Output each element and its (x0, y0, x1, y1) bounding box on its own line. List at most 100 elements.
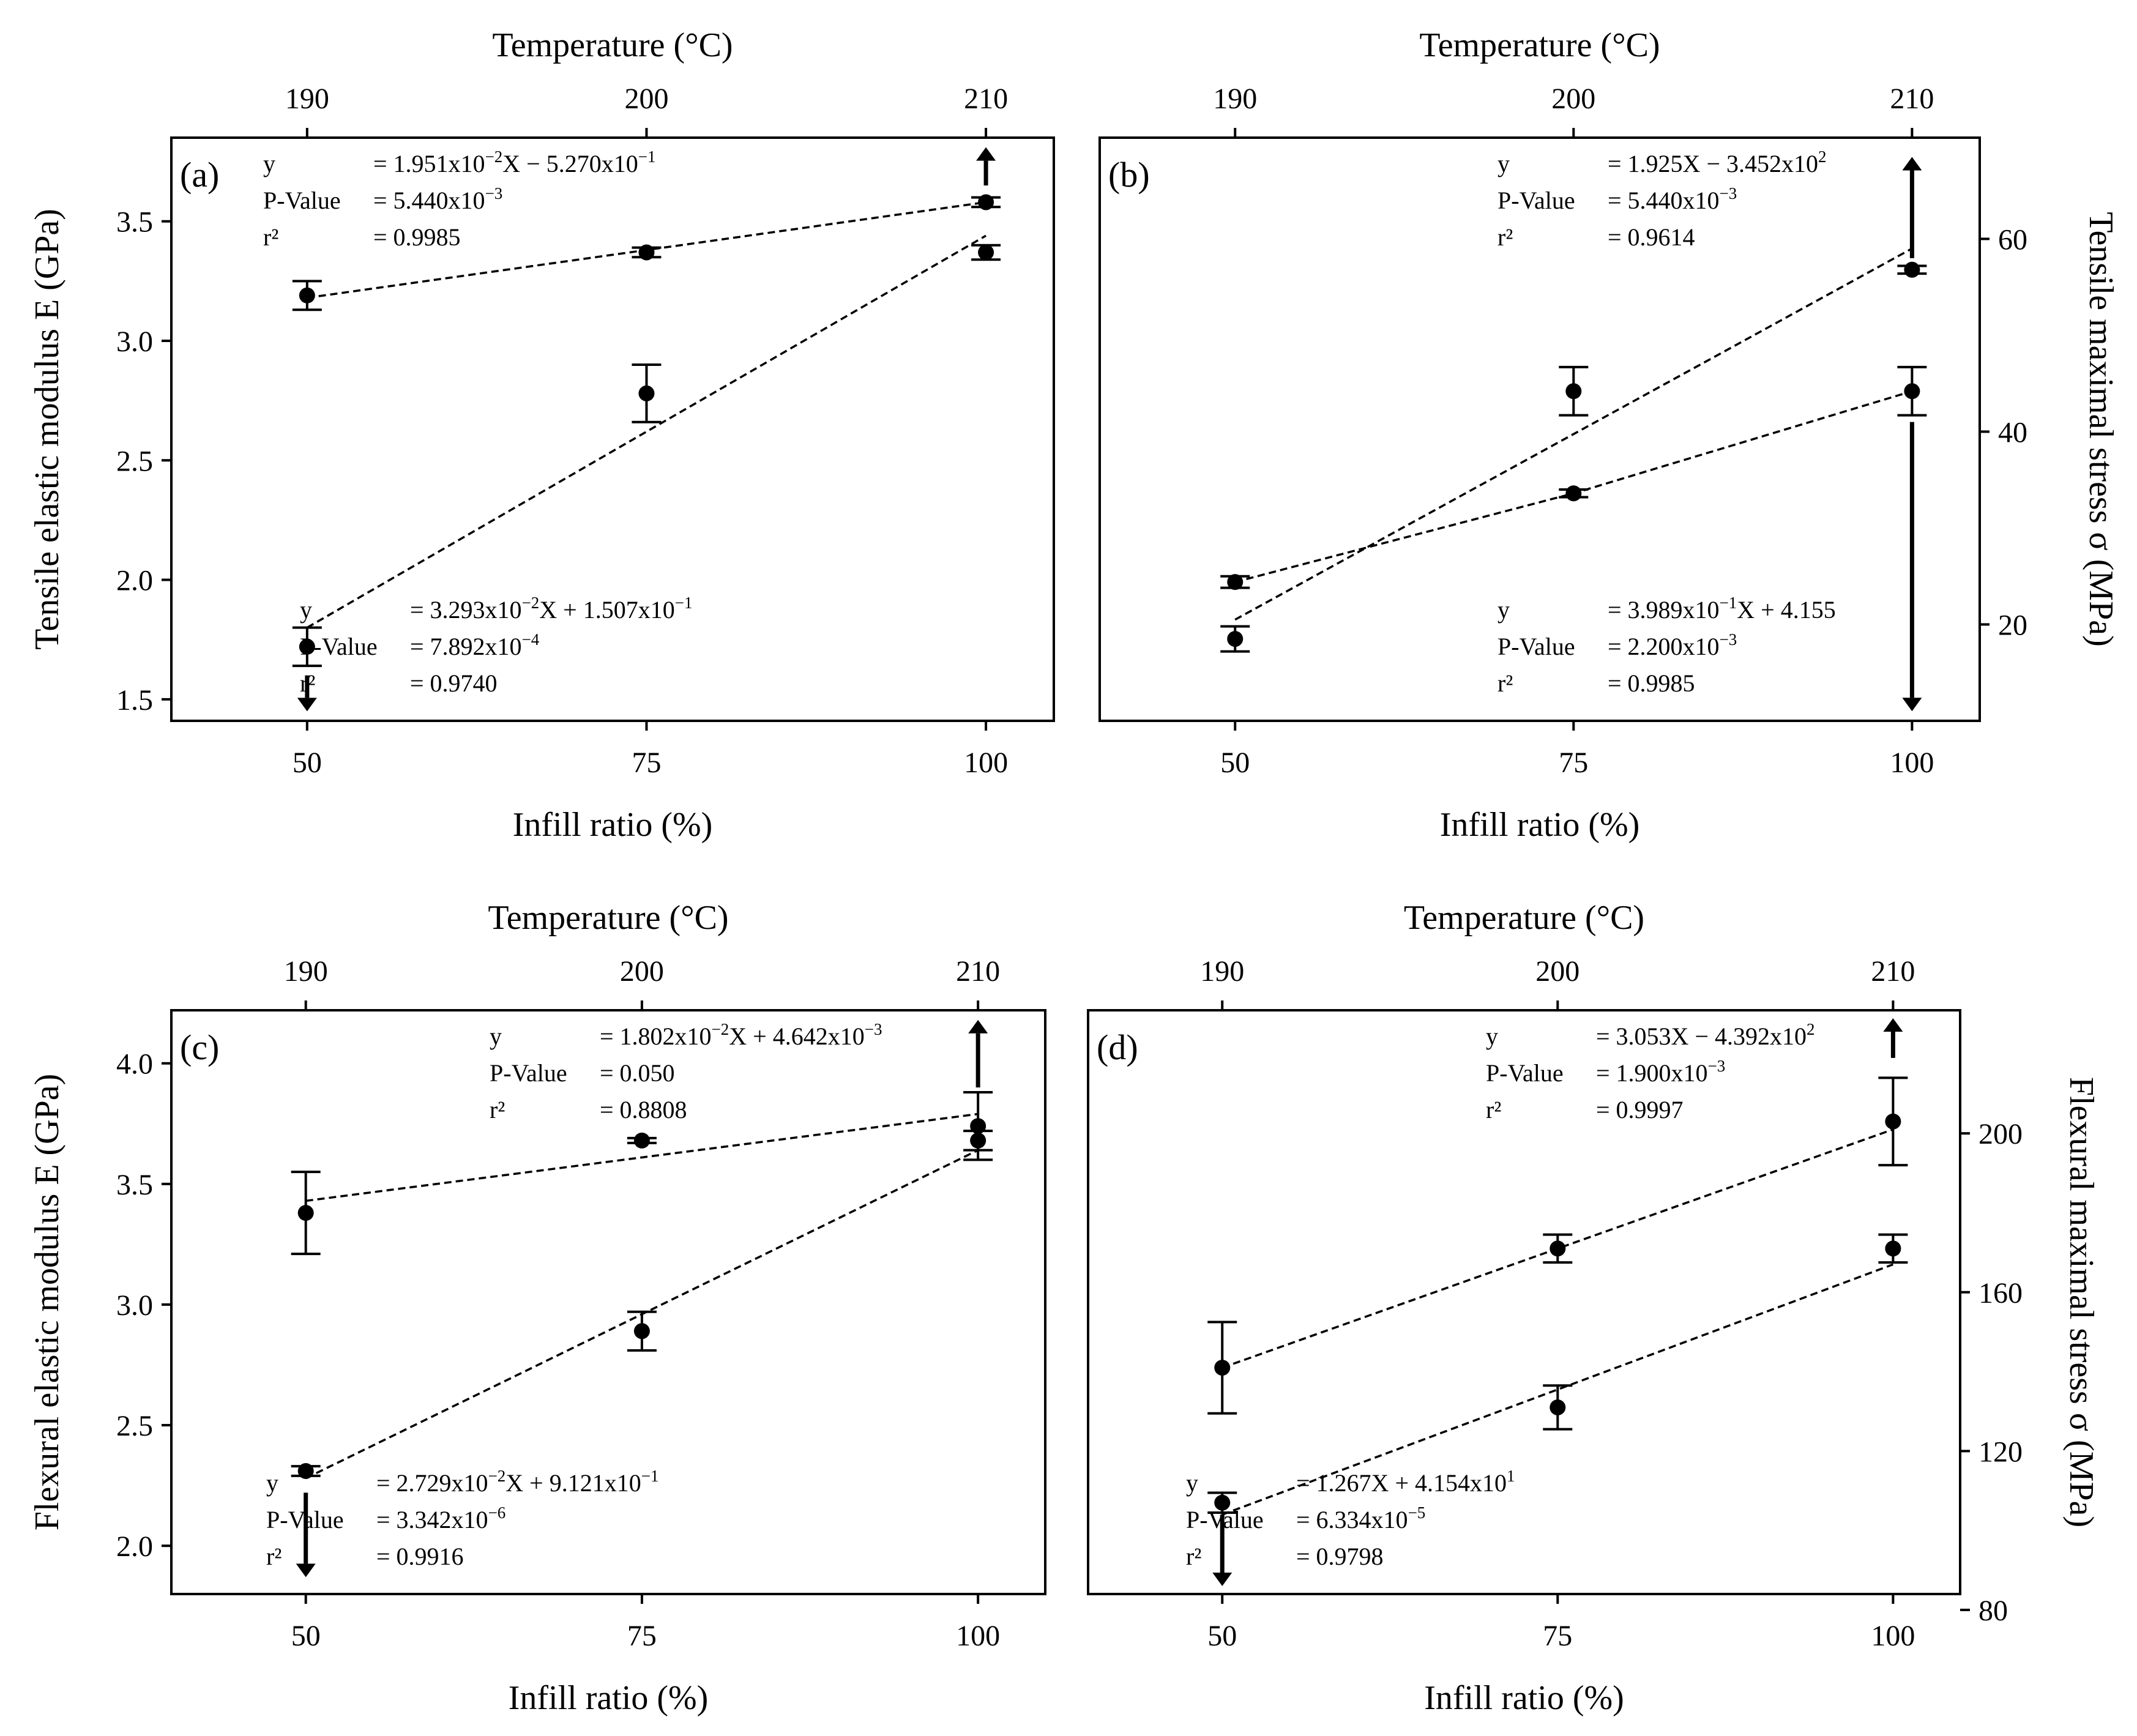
equation-value: = 0.050 (600, 1059, 675, 1087)
data-point (970, 1132, 986, 1149)
equation-superscript: −4 (522, 630, 540, 649)
y-tick-label: 2.5 (116, 445, 153, 477)
fit-line (305, 1112, 979, 1202)
equation-label: P-Value (263, 187, 341, 214)
y-tick-label: 160 (1978, 1277, 2023, 1309)
equation-text: = 3.053X − 4.392x10 (1596, 1023, 1807, 1050)
equation-text: = 0.050 (600, 1059, 675, 1087)
arrow-head (1883, 1018, 1903, 1032)
equation-superscript: −3 (1720, 630, 1737, 649)
equation-text: = 0.9798 (1296, 1543, 1384, 1570)
top-x-tick-label: 200 (1551, 83, 1595, 115)
top-x-axis-title: Temperature (°C) (492, 26, 733, 64)
data-point (1885, 1113, 1901, 1130)
equation-superscript: −3 (1708, 1057, 1726, 1075)
equation-label: r² (1497, 669, 1513, 697)
y-tick-label: 20 (1998, 609, 2027, 641)
equation-text: X + 9.121x10 (505, 1469, 641, 1497)
y-tick-label: 2.0 (116, 1530, 153, 1563)
equation-superscript: 2 (1807, 1020, 1815, 1038)
plot-frame (170, 136, 1055, 722)
equation-text: = 0.9916 (376, 1543, 464, 1570)
equation-text: X + 1.507x10 (539, 596, 674, 624)
equation-superscript: −2 (485, 147, 503, 166)
equation-value: = 0.9798 (1296, 1543, 1384, 1570)
data-point (1214, 1494, 1231, 1511)
equation-superscript: −2 (488, 1467, 506, 1485)
y-axis-title: Tensile maximal stress σ (MPa) (2082, 212, 2120, 647)
plot-frame (170, 1009, 1046, 1595)
top-x-tick-label: 190 (1200, 955, 1244, 988)
data-point (297, 1205, 314, 1221)
data-point (1550, 1240, 1566, 1257)
equation-text: = 6.334x10 (1296, 1506, 1408, 1533)
equation-value: = 5.440x10−3 (373, 184, 502, 214)
arrow-head (1212, 1573, 1233, 1587)
plot-frame (1087, 1009, 1961, 1595)
equation-text: = 2.200x10 (1608, 633, 1720, 660)
equation-value: = 0.9997 (1596, 1096, 1684, 1123)
equation-text: = 3.293x10 (410, 596, 522, 624)
data-point (1550, 1399, 1566, 1415)
series-2: y = 2.729x10−2X + 9.121x10−1 P-Value = 3.34… (266, 1130, 993, 1578)
chart-panel-3: 50 190 75 200 100 210 Infill ratio (%) Temperat… (28, 899, 1046, 1717)
chart-panel-1: 50 190 75 200 100 210 Infill ratio (%) Temperat… (28, 26, 1055, 844)
data-point (978, 194, 994, 210)
y-axis-title: Tensile elastic modulus E (GPa) (28, 209, 66, 650)
equation-superscript: 2 (1818, 147, 1827, 166)
equation-text: = 1.267X + 4.154x10 (1296, 1469, 1507, 1497)
equation-superscript: −3 (1720, 184, 1737, 203)
equation-label: y (1186, 1469, 1198, 1497)
equation-value: = 1.267X + 4.154x101 (1296, 1467, 1515, 1497)
x-axis-title: Infill ratio (%) (1440, 806, 1640, 844)
equation-label: r² (1186, 1543, 1201, 1570)
y-tick-label: 1.5 (116, 684, 153, 717)
top-x-tick-label: 190 (284, 955, 328, 988)
equation-value: = 2.729x10−2X + 9.121x10−1 (376, 1467, 658, 1497)
equation-label: r² (490, 1096, 505, 1123)
data-point (1227, 631, 1244, 647)
x-tick-label: 100 (1890, 747, 1934, 779)
data-point (1904, 383, 1920, 400)
data-point (1565, 383, 1582, 400)
fit-line (1221, 1263, 1893, 1516)
top-x-tick-label: 210 (1890, 83, 1934, 115)
top-x-tick-label: 190 (285, 83, 329, 115)
data-point (299, 638, 315, 655)
equation-superscript: −3 (865, 1020, 882, 1038)
equation-value: = 6.334x10−5 (1296, 1503, 1425, 1533)
fit-line (1234, 247, 1913, 621)
y-tick-label: 4.0 (116, 1048, 153, 1081)
equation-label: P-Value (1186, 1506, 1264, 1533)
arrow-head (297, 698, 317, 712)
equation-text: = 2.729x10 (376, 1469, 488, 1497)
y-tick-label: 80 (1978, 1595, 2008, 1627)
x-tick-label: 100 (1871, 1620, 1915, 1652)
x-tick-label: 50 (293, 747, 322, 779)
x-tick-label: 75 (627, 1620, 657, 1652)
equation-label: y (1497, 150, 1510, 177)
data-point (638, 385, 655, 401)
y-tick-label: 3.5 (116, 206, 153, 239)
top-x-tick-label: 200 (620, 955, 664, 988)
equation-text: = 0.9985 (373, 223, 461, 251)
equation-label: r² (1497, 223, 1513, 251)
x-tick-label: 75 (1559, 747, 1588, 779)
equation-superscript: −2 (522, 594, 540, 612)
equation-value: = 5.440x10−3 (1608, 184, 1737, 214)
data-point (1214, 1360, 1231, 1376)
equation-label: P-Value (1486, 1059, 1564, 1087)
equation-label: r² (300, 669, 315, 697)
y-tick-label: 120 (1978, 1436, 2023, 1468)
equation-superscript: −1 (638, 147, 656, 166)
x-axis-title: Infill ratio (%) (513, 806, 713, 844)
panel-label: (c) (180, 1027, 219, 1067)
equation-superscript: −3 (485, 184, 503, 203)
y-tick-label: 40 (1998, 416, 2027, 449)
equation-label: r² (1486, 1096, 1501, 1123)
data-point (1565, 485, 1582, 502)
top-x-tick-label: 210 (956, 955, 1000, 988)
equation-text: = 5.440x10 (373, 187, 485, 214)
series-2: y = 3.293x10−2X + 1.507x10−1 P-Value = 7.89… (292, 234, 1001, 712)
series-1: y = 1.802x10−2X + 4.642x10−3 P-Value = 0.05… (291, 1019, 993, 1256)
